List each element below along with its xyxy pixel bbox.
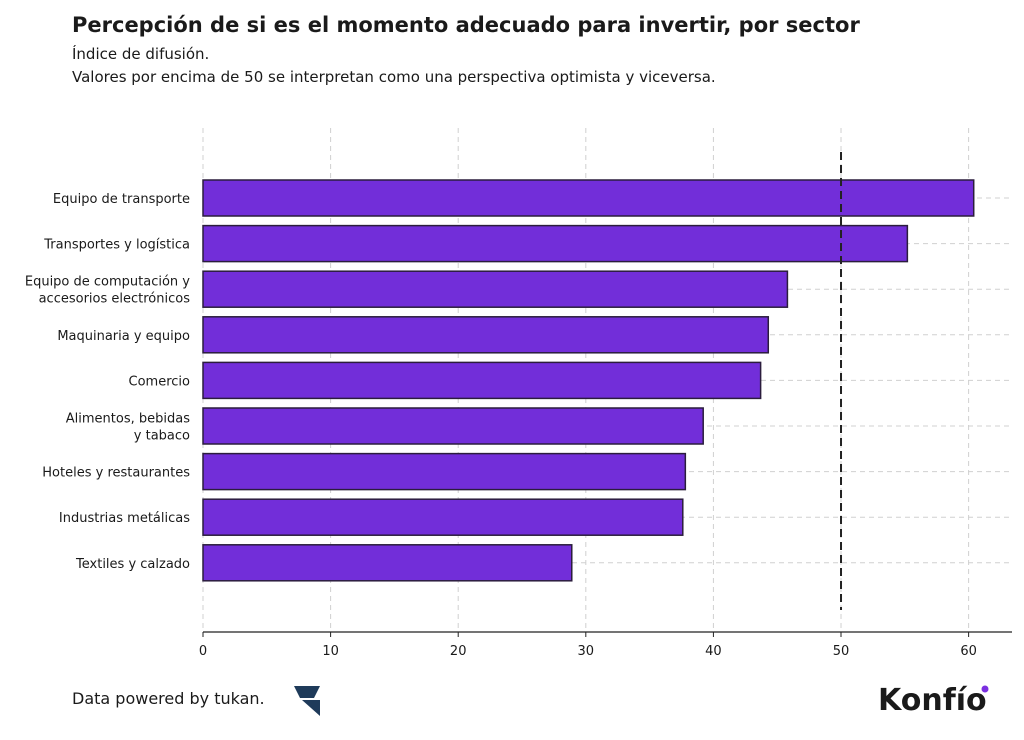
x-tick-label: 20 — [450, 644, 467, 659]
bar — [202, 316, 770, 354]
x-tick-label: 10 — [322, 644, 339, 659]
footer-source: Data powered by tukan. — [72, 689, 265, 708]
bar — [202, 361, 762, 400]
tukan-logo — [294, 686, 320, 716]
brand-dot — [981, 685, 989, 693]
chart-subtitle: Valores por encima de 50 se interpretan … — [72, 68, 716, 86]
y-tick-label: Alimentos, bebidas y tabaco — [66, 412, 190, 444]
labels: 0 10 20 30 40 50 60 Equipo de transporte Transpo… — [25, 192, 977, 659]
y-tick-label: Comercio — [129, 374, 191, 389]
bar — [202, 452, 687, 491]
x-tick-label: 40 — [705, 644, 722, 659]
x-tick-label: 30 — [578, 644, 595, 659]
bar — [202, 270, 789, 308]
bars — [202, 179, 975, 582]
y-tick-label: Hoteles y restaurantes — [42, 466, 190, 481]
x-tick-label: 60 — [960, 644, 977, 659]
bar — [202, 407, 704, 445]
x-tick-label: 0 — [199, 644, 207, 659]
bar — [202, 544, 573, 582]
bar — [202, 498, 684, 536]
x-tick-label: 50 — [833, 644, 850, 659]
brand-logo: Konfío — [878, 683, 987, 718]
y-tick-label: Equipo de transporte — [53, 192, 190, 207]
bar — [202, 224, 909, 263]
chart-title: Percepción de si es el momento adecuado … — [72, 13, 860, 37]
y-tick-label: Industrias metálicas — [59, 511, 190, 526]
y-tick-label: Textiles y calzado — [75, 557, 190, 572]
bar — [202, 179, 975, 217]
y-tick-label: Transportes y logística — [43, 238, 190, 253]
chart-subtitle: Índice de difusión. — [72, 44, 209, 63]
y-tick-label: Maquinaria y equipo — [57, 329, 190, 344]
y-tick-label: Equipo de computación y accesorios electr… — [25, 275, 190, 307]
